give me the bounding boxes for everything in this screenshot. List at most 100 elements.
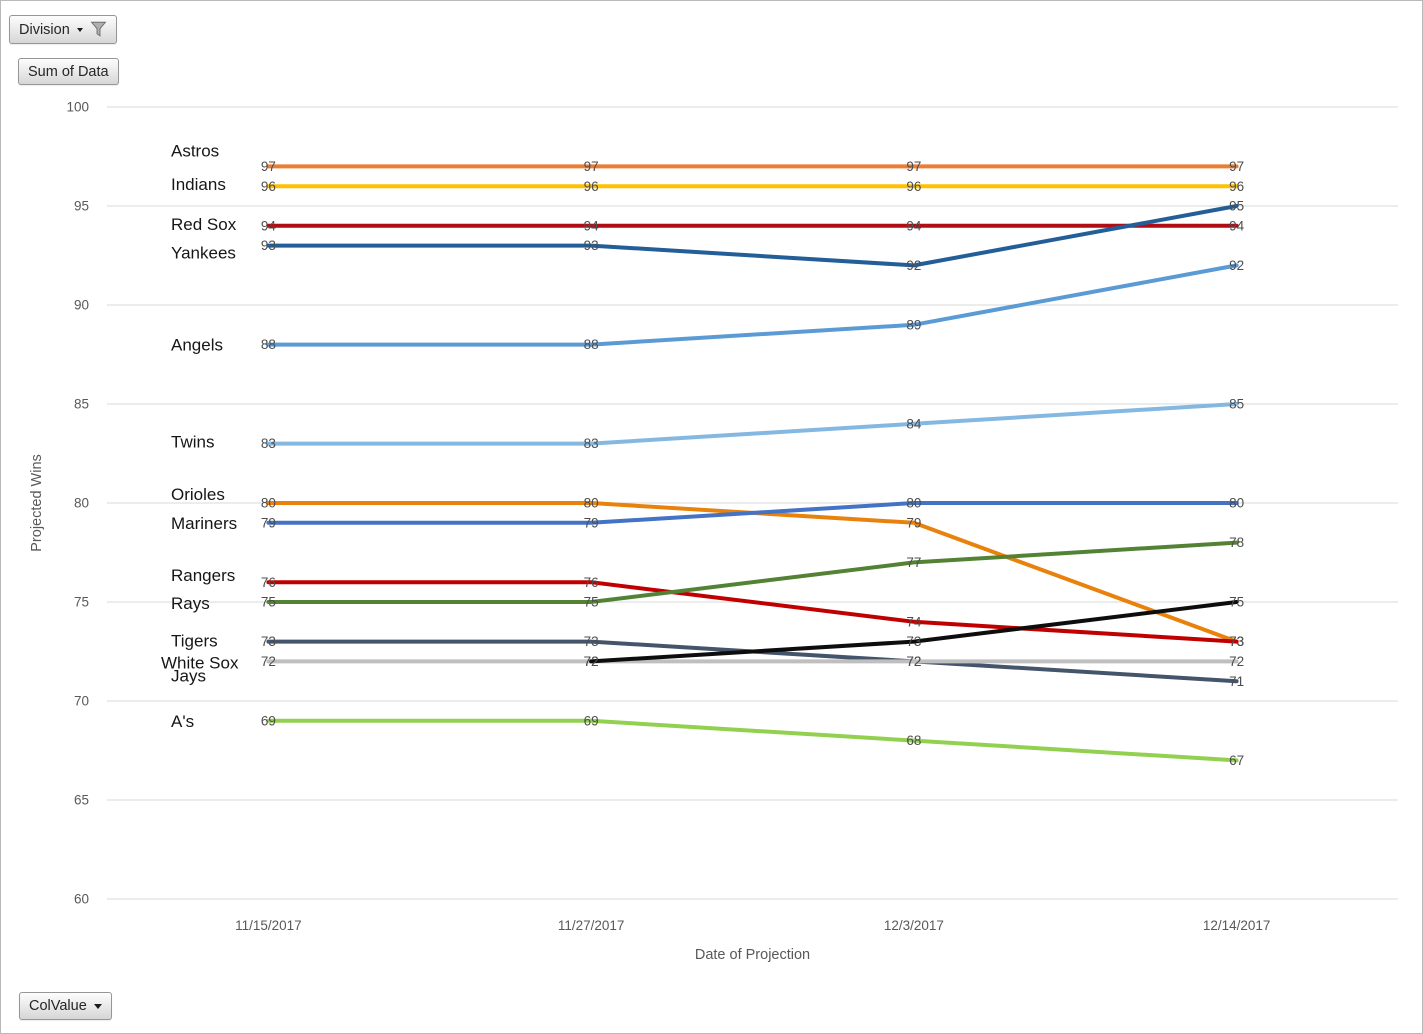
- series-name-label-tigers: Tigers: [171, 632, 218, 651]
- series-name-label-red-sox: Red Sox: [171, 215, 237, 234]
- series-line-twins: [266, 402, 1239, 446]
- data-label-white-sox: 72: [261, 654, 276, 669]
- data-label-orioles: 80: [584, 496, 599, 511]
- y-tick-label: 60: [74, 892, 89, 907]
- series-name-label-astros: Astros: [171, 141, 219, 160]
- chevron-down-icon: [76, 27, 83, 32]
- data-label-jays: 72: [584, 654, 599, 669]
- data-label-a-s: 69: [261, 713, 276, 728]
- filter-icon: [90, 21, 107, 38]
- data-label-white-sox: 72: [1229, 654, 1244, 669]
- series-name-label-white-sox: White Sox: [161, 653, 239, 672]
- data-label-tigers: 73: [261, 634, 276, 649]
- data-label-mariners: 79: [584, 515, 599, 530]
- data-label-rays: 77: [906, 555, 921, 570]
- series-line-angels: [266, 263, 1239, 347]
- data-label-rays: 78: [1229, 535, 1244, 550]
- series-name-label-indians: Indians: [171, 175, 226, 194]
- data-label-mariners: 80: [906, 496, 921, 511]
- y-axis-tick-labels: 60 65 70 75 80 85 90 95 100: [66, 100, 89, 907]
- data-label-a-s: 69: [584, 713, 599, 728]
- x-tick-label: 12/14/2017: [1203, 918, 1271, 933]
- data-label-tigers: 73: [584, 634, 599, 649]
- data-label-tigers: 72: [906, 654, 921, 669]
- colvalue-field-label: ColValue: [29, 998, 87, 1014]
- series-name-label-jays: Jays: [171, 666, 206, 685]
- data-label-angels: 88: [584, 337, 599, 352]
- data-label-twins: 83: [584, 436, 599, 451]
- series-line-a-s: [266, 718, 1239, 763]
- series-name-label-twins: Twins: [171, 433, 214, 452]
- data-label-rays: 75: [261, 595, 276, 610]
- series-name-label-angels: Angels: [171, 336, 223, 355]
- series-line-jays: [589, 600, 1239, 664]
- data-label-a-s: 67: [1229, 753, 1244, 768]
- data-label-yankees: 93: [584, 238, 599, 253]
- data-label-astros: 97: [584, 159, 599, 174]
- chevron-down-icon: [93, 1003, 102, 1009]
- y-tick-label: 75: [74, 595, 89, 610]
- series-name-label-a-s: A's: [171, 712, 194, 731]
- sum-of-data-field-button[interactable]: Sum of Data: [18, 58, 119, 85]
- series-lines-group: [266, 164, 1239, 763]
- data-label-mariners: 80: [1229, 496, 1244, 511]
- y-tick-label: 100: [66, 100, 89, 115]
- x-tick-label: 11/15/2017: [235, 918, 302, 933]
- data-label-orioles: 80: [261, 496, 276, 511]
- y-tick-label: 65: [74, 793, 89, 808]
- data-label-rangers: 76: [261, 575, 276, 590]
- data-label-yankees: 92: [906, 258, 921, 273]
- data-label-red-sox: 94: [906, 218, 922, 233]
- data-label-mariners: 79: [261, 515, 276, 530]
- data-label-orioles: 73: [1229, 634, 1244, 649]
- y-tick-label: 80: [74, 496, 89, 511]
- colvalue-field-button[interactable]: ColValue: [19, 992, 112, 1020]
- x-tick-label: 12/3/2017: [884, 918, 944, 933]
- series-name-label-orioles: Orioles: [171, 485, 225, 504]
- series-line-mariners: [266, 501, 1239, 525]
- data-label-rangers: 76: [584, 575, 599, 590]
- data-label-red-sox: 94: [584, 218, 600, 233]
- x-axis-title: Date of Projection: [695, 947, 810, 963]
- x-tick-label: 11/27/2017: [558, 918, 625, 933]
- data-labels-group: 97 97 97 97 96 96 96 96 94 94 94 94 93 93 92 95 88 88 89 92…: [261, 159, 1245, 768]
- sum-of-data-field-label: Sum of Data: [28, 63, 109, 80]
- data-label-white-sox: 72: [584, 654, 599, 669]
- data-label-a-s: 68: [906, 733, 921, 748]
- series-line-rays: [266, 540, 1239, 604]
- series-name-label-yankees: Yankees: [171, 244, 236, 263]
- data-label-jays: 75: [1229, 595, 1244, 610]
- series-name-label-rangers: Rangers: [171, 566, 235, 585]
- data-label-red-sox: 94: [261, 218, 277, 233]
- y-tick-label: 70: [74, 694, 89, 709]
- series-line-yankees: [266, 204, 1239, 268]
- data-label-twins: 83: [261, 436, 276, 451]
- data-label-orioles: 79: [906, 515, 921, 530]
- data-label-astros: 97: [261, 159, 276, 174]
- data-label-angels: 88: [261, 337, 276, 352]
- data-label-yankees: 95: [1229, 199, 1244, 214]
- data-label-angels: 89: [906, 317, 921, 332]
- data-label-twins: 84: [906, 416, 922, 431]
- data-label-yankees: 93: [261, 238, 276, 253]
- data-label-indians: 96: [584, 179, 599, 194]
- data-label-angels: 92: [1229, 258, 1244, 273]
- x-axis-tick-labels: 11/15/2017 11/27/2017 12/3/2017 12/14/2017: [235, 918, 1270, 933]
- data-label-astros: 97: [1229, 159, 1244, 174]
- data-label-jays: 73: [906, 634, 921, 649]
- series-name-label-rays: Rays: [171, 594, 210, 613]
- data-label-rangers: 73: [1229, 634, 1244, 649]
- data-label-astros: 97: [906, 159, 921, 174]
- data-label-indians: 96: [261, 179, 276, 194]
- data-label-rangers: 74: [906, 614, 922, 629]
- series-line-rangers: [266, 580, 1239, 644]
- data-label-indians: 96: [906, 179, 921, 194]
- data-label-twins: 85: [1229, 397, 1244, 412]
- data-label-white-sox: 72: [906, 654, 921, 669]
- y-tick-label: 95: [74, 199, 89, 214]
- division-field-button[interactable]: Division: [9, 15, 117, 44]
- data-label-red-sox: 94: [1229, 218, 1245, 233]
- series-name-label-mariners: Mariners: [171, 514, 237, 533]
